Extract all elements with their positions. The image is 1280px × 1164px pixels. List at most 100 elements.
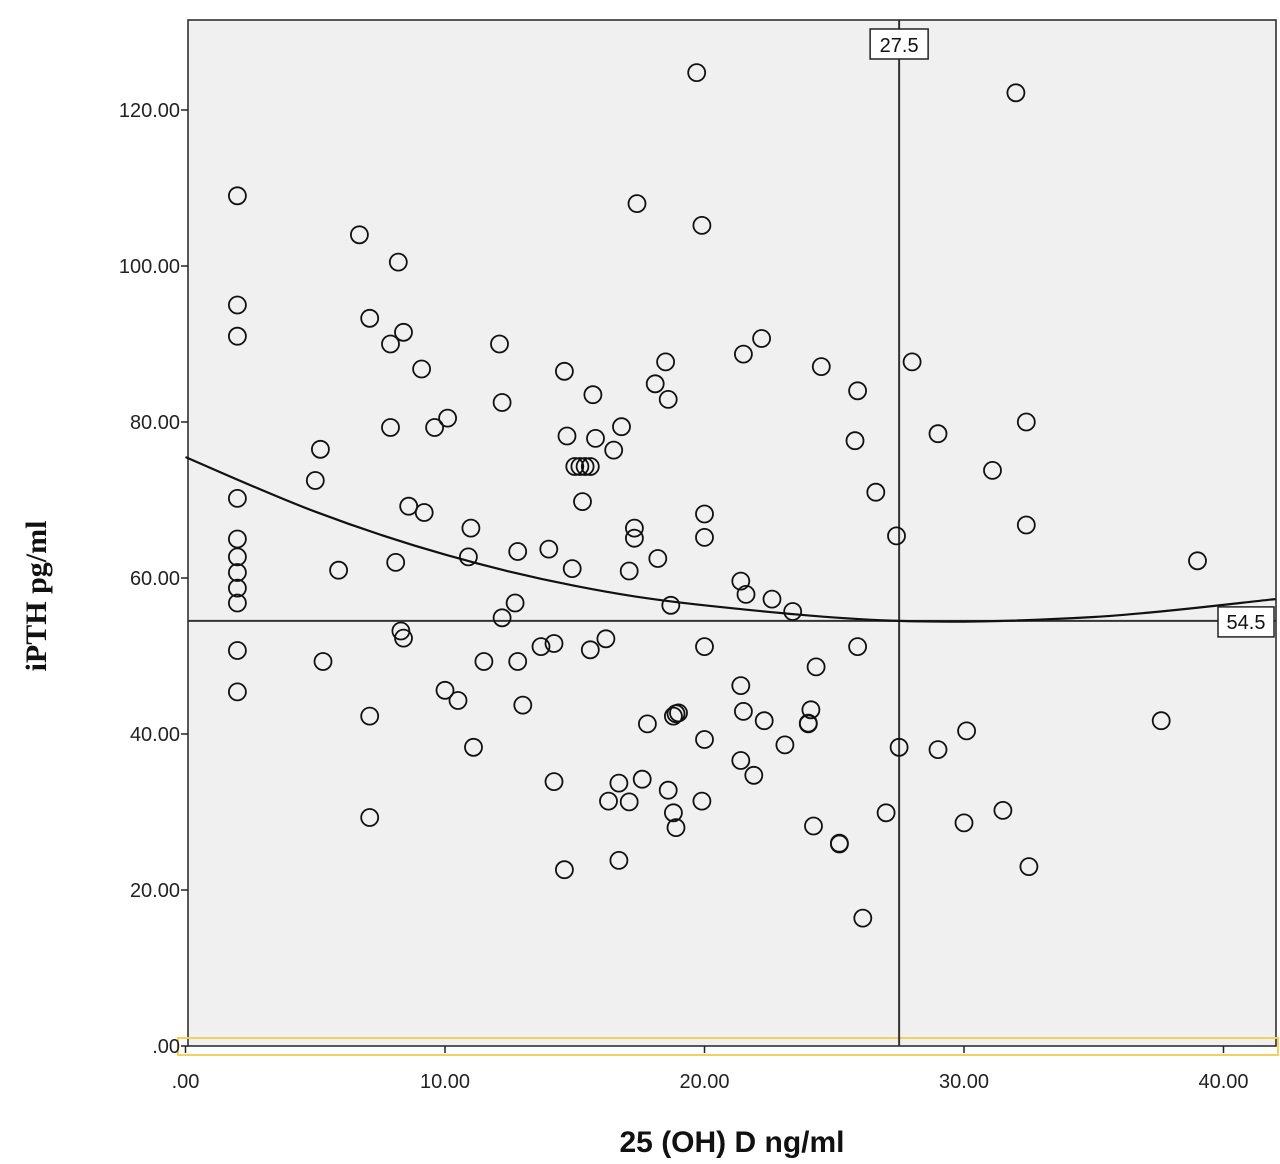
data-point (1151, 711, 1171, 731)
data-point (762, 589, 782, 609)
fit-curve-layer (185, 456, 1276, 623)
horizontal-reference-label-box (1217, 606, 1275, 638)
data-point (731, 571, 751, 591)
data-point (866, 482, 886, 502)
data-point (562, 559, 582, 578)
data-point (604, 440, 624, 460)
data-point (806, 657, 826, 677)
data-point (599, 791, 618, 811)
x-axis-title: 25 (OH) D ng/ml (619, 1126, 844, 1159)
data-point (435, 680, 455, 700)
baseline-highlight (177, 1037, 1279, 1056)
data-point (612, 417, 631, 437)
plot-background (187, 19, 1277, 1047)
x-tick-label: 10.00 (420, 1071, 470, 1093)
quadratic-fit-curve (185, 456, 1276, 623)
data-point (544, 634, 564, 653)
x-tick-label: 30.00 (939, 1071, 989, 1093)
data-point (412, 359, 432, 379)
data-point (734, 702, 753, 721)
y-tick-label: 60.00 (130, 568, 180, 590)
data-point (666, 818, 686, 837)
data-point (783, 602, 803, 621)
data-point (734, 344, 753, 364)
reference-lines (188, 20, 1276, 1046)
data-point (1006, 83, 1026, 103)
data-point (627, 194, 647, 214)
data-point (853, 908, 873, 928)
data-point (555, 361, 574, 381)
data-point (399, 496, 419, 516)
data-point (695, 730, 714, 749)
y-tick-label: 100.00 (119, 256, 180, 278)
data-point (227, 593, 247, 613)
data-point (804, 816, 823, 836)
data-point (227, 578, 247, 598)
data-point (539, 539, 559, 559)
data-point (305, 471, 325, 490)
data-point (664, 706, 683, 726)
y-axis-title: iPTH pg/ml (20, 521, 53, 672)
data-point (632, 769, 652, 789)
data-point (360, 706, 380, 726)
data-point (583, 385, 603, 405)
data-point (928, 740, 948, 759)
data-point (580, 640, 600, 660)
data-point (492, 608, 512, 628)
data-point (887, 526, 906, 546)
x-tick-label: .00 (172, 1071, 200, 1093)
data-point (586, 428, 605, 448)
data-point (227, 488, 247, 508)
data-point (505, 593, 525, 613)
data-point (811, 357, 831, 377)
data-point (983, 460, 1002, 480)
data-point (544, 772, 564, 791)
horizontal-reference-label: 54.5 (1227, 612, 1266, 634)
data-point (695, 528, 714, 547)
y-tick-label: 40.00 (130, 724, 180, 746)
data-point (227, 682, 247, 702)
data-point (609, 773, 629, 793)
data-point (692, 215, 712, 235)
data-point (461, 518, 481, 538)
data-point (731, 751, 751, 770)
data-point (508, 652, 528, 671)
data-point (638, 714, 657, 734)
data-point (580, 457, 600, 476)
data-point (798, 713, 818, 733)
data-point (619, 561, 639, 581)
data-point (687, 63, 707, 82)
data-point (381, 418, 400, 437)
data-point (731, 676, 751, 695)
data-point (752, 329, 771, 348)
y-tick-label: .00 (152, 1036, 180, 1058)
data-point (227, 186, 247, 206)
y-tick-label: 20.00 (130, 880, 180, 902)
data-point (645, 374, 665, 394)
data-point (329, 560, 349, 580)
data-point (845, 431, 865, 451)
data-point (448, 691, 468, 710)
data-point (902, 352, 922, 372)
data-point (388, 252, 408, 272)
data-point (661, 595, 681, 615)
data-point (557, 426, 577, 446)
data-point (656, 352, 675, 372)
x-tick-label: 20.00 (679, 1071, 729, 1093)
data-point (227, 641, 247, 660)
data-point (736, 585, 756, 604)
data-point (531, 637, 551, 656)
data-point (492, 393, 512, 412)
data-point (227, 563, 247, 582)
data-point (349, 225, 369, 245)
data-point (596, 629, 616, 649)
data-point (619, 792, 639, 812)
data-point (227, 547, 247, 567)
data-point (744, 765, 764, 785)
data-point (570, 457, 590, 476)
data-point (386, 553, 406, 572)
data-point (695, 637, 714, 656)
data-point (1188, 551, 1207, 571)
data-point (876, 803, 896, 823)
